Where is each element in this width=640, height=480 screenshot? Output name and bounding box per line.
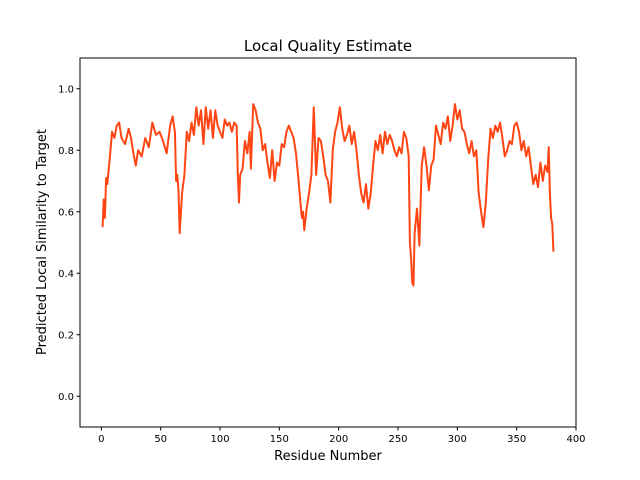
x-tick-label: 0	[98, 434, 104, 445]
chart-title: Local Quality Estimate	[244, 37, 412, 55]
data-line	[101, 103, 555, 287]
plot-frame	[79, 57, 577, 428]
x-tick-label: 400	[566, 434, 585, 445]
x-tick-label: 350	[507, 434, 526, 445]
y-tick-label: 0.4	[58, 269, 74, 280]
x-tick-label: 300	[448, 434, 467, 445]
y-axis-label: Predicted Local Similarity to Target	[35, 129, 50, 355]
x-tick-label: 100	[210, 434, 229, 445]
y-tick-label: 0.0	[58, 392, 74, 403]
y-tick-label: 0.2	[58, 330, 74, 341]
y-tick-label: 0.6	[58, 207, 74, 218]
x-tick-label: 200	[329, 434, 348, 445]
x-axis-label: Residue Number	[274, 449, 382, 464]
x-tick-label: 50	[154, 434, 167, 445]
y-tick-label: 1.0	[58, 84, 74, 95]
y-tick-label: 0.8	[58, 146, 74, 157]
x-tick-label: 250	[388, 434, 407, 445]
x-tick-label: 150	[270, 434, 289, 445]
